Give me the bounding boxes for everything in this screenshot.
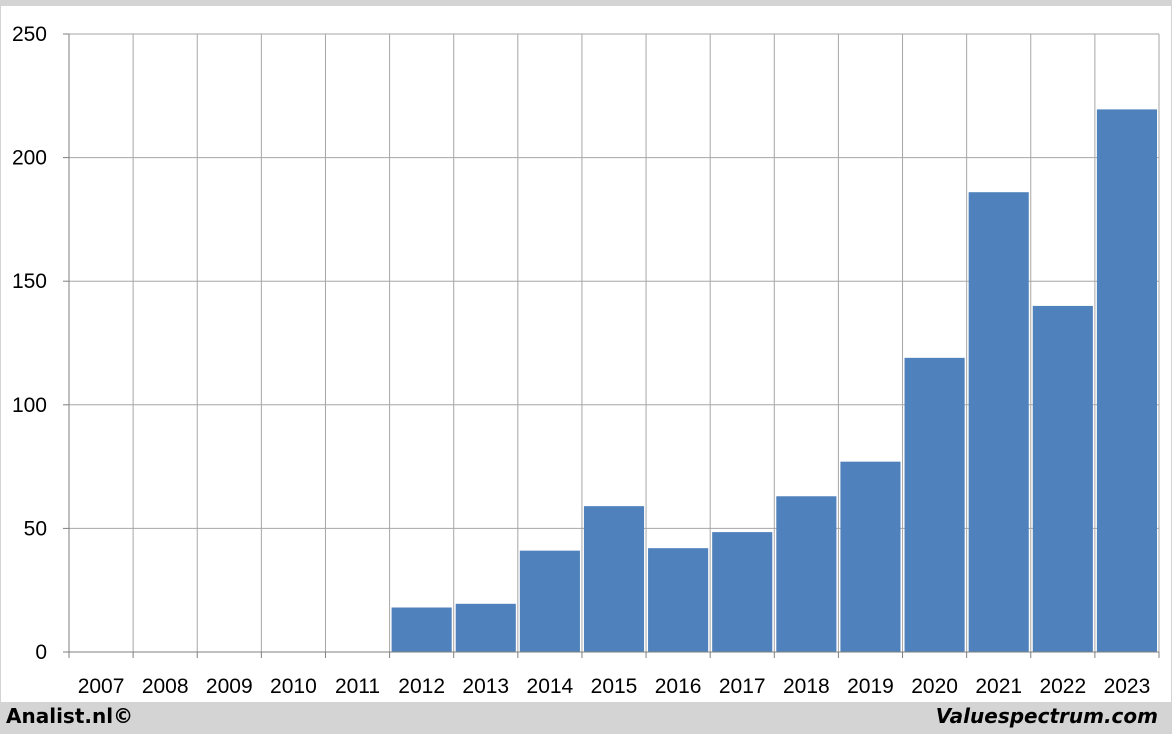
x-tick-label: 2008 xyxy=(142,675,189,698)
x-tick-label: 2014 xyxy=(527,675,574,698)
bar-2016 xyxy=(648,548,709,652)
valuespectrum-logo-text: Valuespectrum.com xyxy=(935,704,1158,728)
x-tick-label: 2020 xyxy=(911,675,958,698)
bar-2014 xyxy=(519,550,580,652)
x-tick-label: 2017 xyxy=(719,675,766,698)
bar-chart: 0 50 100 150 200 250 2007 2008 2009 2010 2011 2012 2… xyxy=(12,23,1160,698)
bar-2018 xyxy=(776,496,837,652)
x-tick-label: 2011 xyxy=(335,675,380,698)
x-tick-label: 2021 xyxy=(975,675,1022,698)
bar-2012 xyxy=(391,607,452,652)
bar-2021 xyxy=(968,192,1029,652)
x-tick-label: 2019 xyxy=(847,675,894,698)
y-tick-label: 150 xyxy=(12,270,47,293)
x-tick-label: 2012 xyxy=(398,675,445,698)
x-tick-label: 2009 xyxy=(206,675,253,698)
x-tick-label: 2022 xyxy=(1039,675,1086,698)
bar-2019 xyxy=(840,461,901,652)
y-tick-label: 50 xyxy=(24,517,47,540)
y-tick-label: 100 xyxy=(12,394,47,417)
bar-2023 xyxy=(1096,109,1157,652)
x-tick-label: 2013 xyxy=(462,675,509,698)
y-tick-label: 250 xyxy=(12,23,47,46)
tick-labels: 0 50 100 150 200 250 2007 2008 2009 2010 2011 2012 2… xyxy=(12,23,1150,698)
y-tick-label: 0 xyxy=(35,641,47,664)
y-tick-label: 200 xyxy=(12,147,47,170)
x-tick-label: 2016 xyxy=(655,675,702,698)
axes xyxy=(63,33,1160,658)
bars xyxy=(391,109,1157,652)
bar-2020 xyxy=(904,357,965,652)
x-tick-label: 2018 xyxy=(783,675,830,698)
x-tick-label: 2010 xyxy=(270,675,317,698)
analist-logo-text: Analist.nl© xyxy=(6,704,134,728)
x-tick-label: 2007 xyxy=(78,675,125,698)
bar-2017 xyxy=(712,532,773,652)
grid xyxy=(68,33,1160,653)
bar-2013 xyxy=(455,603,516,652)
x-tick-label: 2023 xyxy=(1104,675,1151,698)
bar-2022 xyxy=(1032,305,1093,652)
x-tick-label: 2015 xyxy=(591,675,638,698)
chart-area: 0 50 100 150 200 250 2007 2008 2009 2010 2011 2012 2… xyxy=(1,6,1171,702)
bar-2015 xyxy=(583,506,645,652)
